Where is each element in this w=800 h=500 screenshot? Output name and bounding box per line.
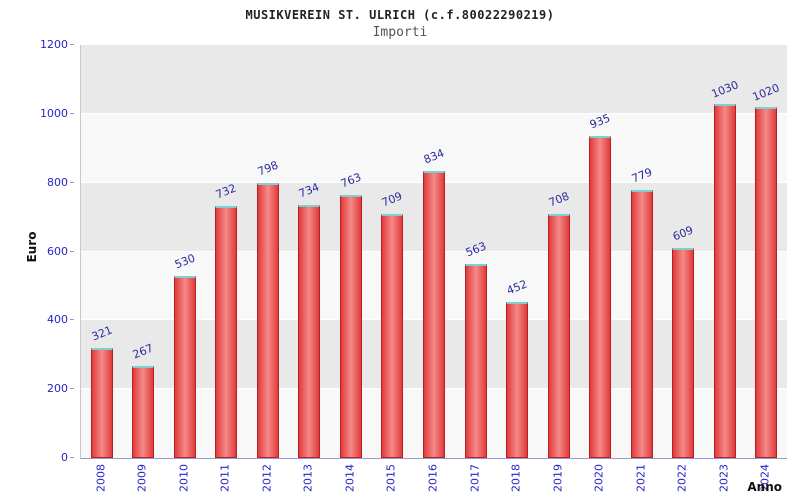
y-tick-label: 200 (47, 382, 68, 396)
bar-slot: 709 (372, 45, 414, 458)
bar (339, 195, 362, 458)
y-tick-mark (70, 181, 74, 183)
bar (298, 205, 321, 458)
y-tick-label: 600 (47, 244, 68, 258)
bar (256, 183, 279, 458)
y-tick-label: 1000 (40, 106, 68, 120)
y-axis-ticks: 0 200 400 600 800 1000 1200 (0, 38, 74, 464)
bar-slot: 935 (579, 45, 621, 458)
bar-value-label: 530 (172, 251, 197, 272)
bar-value-label: 267 (131, 341, 156, 362)
bar-value-label: 1020 (750, 81, 782, 104)
bar (423, 170, 446, 458)
x-tick-label: 2016 (426, 464, 440, 492)
bar (215, 206, 238, 458)
bar (630, 189, 653, 458)
y-tick-label: 800 (47, 175, 68, 189)
bar-value-label: 763 (338, 170, 364, 191)
bar-value-label: 1030 (709, 77, 741, 101)
background-band (81, 45, 787, 114)
y-tick-label: 400 (47, 313, 68, 327)
y-tick-label: 1200 (40, 38, 68, 51)
x-tick-label: 2020 (592, 464, 606, 492)
y-tick-mark (70, 388, 74, 390)
bar-value-label: 708 (546, 189, 571, 210)
x-tick-label: 2015 (384, 464, 398, 492)
bar-slot: 321 (81, 45, 123, 458)
chart-title: MUSIKVEREIN ST. ULRICH (c.f.80022290219) (245, 8, 555, 22)
bar (713, 103, 736, 458)
bar-value-label: 734 (297, 180, 322, 201)
bar-slot: 563 (455, 45, 497, 458)
bar-slot: 779 (621, 45, 663, 458)
bar (547, 214, 570, 458)
x-tick-label: 2011 (218, 464, 232, 492)
x-tick-label: 2014 (343, 464, 357, 492)
bar (90, 347, 113, 458)
bar-slot: 609 (662, 45, 704, 458)
bar-value-label: 609 (671, 223, 696, 244)
y-tick-mark (70, 457, 74, 458)
x-axis-label: Anno (747, 480, 782, 494)
x-tick-label: 2008 (94, 464, 108, 492)
bar (755, 106, 778, 458)
y-tick-mark (70, 250, 74, 252)
y-tick-mark (70, 112, 74, 114)
bar-value-label: 321 (89, 323, 114, 343)
bar-value-label: 779 (629, 165, 654, 186)
bar-value-label: 834 (421, 146, 447, 167)
bar-slot: 452 (496, 45, 538, 458)
x-tick-label: 2013 (301, 464, 315, 492)
bar-value-label: 709 (380, 189, 405, 210)
x-tick-label: 2021 (634, 464, 648, 492)
y-tick-label: 0 (61, 451, 68, 464)
x-tick-label: 2017 (468, 464, 482, 492)
bar (506, 302, 529, 458)
gridline (81, 112, 787, 114)
bar-value-label: 563 (463, 239, 488, 260)
x-tick-label: 2012 (260, 464, 274, 492)
bar (381, 214, 404, 458)
bar-slot: 267 (123, 45, 165, 458)
bar-slot: 834 (413, 45, 455, 458)
x-tick-label: 2018 (509, 464, 523, 492)
bar-slot: 732 (206, 45, 248, 458)
bar-slot: 1020 (746, 45, 788, 458)
x-tick-label: 2009 (135, 464, 149, 492)
bar-slot: 798 (247, 45, 289, 458)
bar (132, 366, 155, 458)
bar-value-label: 452 (504, 277, 530, 298)
x-axis-ticks: 2008 2009 2010 2011 2012 2013 2014 2015 2016 2017… (80, 460, 786, 496)
bar-value-label: 798 (255, 158, 281, 179)
gridline (81, 44, 787, 45)
bar-slot: 1030 (704, 45, 746, 458)
chart-subtitle: Importi (372, 25, 428, 40)
bars-container: 321 267 530 732 798 734 763 709 834 563 452 708 935 7… (81, 45, 787, 458)
bar (173, 275, 196, 458)
bar (672, 248, 695, 458)
x-tick-label: 2010 (177, 464, 191, 492)
bar (464, 264, 487, 458)
plot-area: 321 267 530 732 798 734 763 709 834 563 452 708 935 7… (80, 44, 787, 459)
bar-slot: 734 (289, 45, 331, 458)
x-tick-label: 2023 (717, 464, 731, 492)
x-tick-label: 2022 (675, 464, 689, 492)
bar-slot: 763 (330, 45, 372, 458)
x-tick-label: 2019 (551, 464, 565, 492)
y-tick-mark (70, 319, 74, 321)
bar-slot: 530 (164, 45, 206, 458)
bar (589, 136, 612, 458)
bar-slot: 708 (538, 45, 580, 458)
bar-value-label: 732 (214, 181, 239, 202)
y-tick-mark (70, 44, 74, 45)
bar-value-label: 935 (587, 111, 613, 132)
